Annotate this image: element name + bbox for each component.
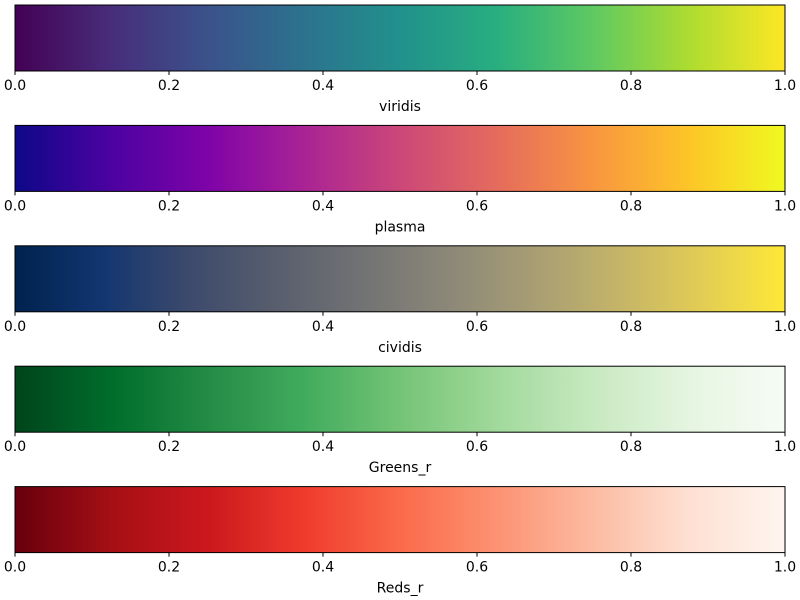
colorbar-plasma: 0.0 0.2 0.4 0.6 0.8 1.0 plasma — [4, 124, 796, 235]
colorbar-reds-r: 0.0 0.2 0.4 0.6 0.8 1.0 Reds_r — [4, 486, 796, 597]
x-tick-label: 1.0 — [774, 319, 796, 335]
x-tick-label: 0.8 — [620, 319, 642, 335]
x-tick-label: 0.8 — [620, 560, 642, 576]
x-axis-label: Reds_r — [377, 581, 424, 597]
colorbar-gradient — [14, 245, 786, 313]
x-tick-label: 1.0 — [774, 560, 796, 576]
colorbar-gradient — [14, 365, 786, 433]
x-axis-label: viridis — [379, 99, 421, 115]
colorbar-cividis: 0.0 0.2 0.4 0.6 0.8 1.0 cividis — [4, 245, 796, 356]
colorbar-greens-r: 0.0 0.2 0.4 0.6 0.8 1.0 Greens_r — [4, 365, 796, 476]
x-tick-label: 0.6 — [466, 439, 488, 455]
x-tick-label: 0.6 — [466, 560, 488, 576]
x-tick-label: 0.0 — [4, 439, 26, 455]
x-tick-label: 0.8 — [620, 198, 642, 214]
x-tick-label: 0.6 — [466, 319, 488, 335]
x-tick-label: 0.2 — [158, 439, 180, 455]
x-tick-label: 0.2 — [158, 198, 180, 214]
x-tick-label: 1.0 — [774, 439, 796, 455]
x-tick-label: 0.4 — [312, 198, 334, 214]
x-tick-label: 0.4 — [312, 439, 334, 455]
colorbar-gradient — [14, 4, 786, 72]
x-tick-label: 0.0 — [4, 78, 26, 94]
x-tick-label: 0.0 — [4, 198, 26, 214]
colorbar-gradient — [14, 124, 786, 192]
x-tick-label: 0.0 — [4, 319, 26, 335]
x-tick-label: 0.4 — [312, 319, 334, 335]
x-tick-label: 0.2 — [158, 560, 180, 576]
x-tick-label: 0.6 — [466, 198, 488, 214]
x-tick-label: 0.8 — [620, 439, 642, 455]
x-tick-label: 0.4 — [312, 560, 334, 576]
x-tick-label: 1.0 — [774, 198, 796, 214]
x-tick-label: 0.0 — [4, 560, 26, 576]
x-axis-label: plasma — [375, 219, 426, 235]
x-tick-label: 0.8 — [620, 78, 642, 94]
colorbar-gradient — [14, 486, 786, 554]
x-axis-label: Greens_r — [369, 460, 432, 476]
x-tick-label: 0.2 — [158, 78, 180, 94]
colorbar-viridis: 0.0 0.2 0.4 0.6 0.8 1.0 viridis — [4, 4, 796, 115]
x-tick-label: 0.4 — [312, 78, 334, 94]
x-tick-label: 1.0 — [774, 78, 796, 94]
x-tick-label: 0.6 — [466, 78, 488, 94]
x-axis-label: cividis — [378, 340, 422, 356]
x-tick-label: 0.2 — [158, 319, 180, 335]
